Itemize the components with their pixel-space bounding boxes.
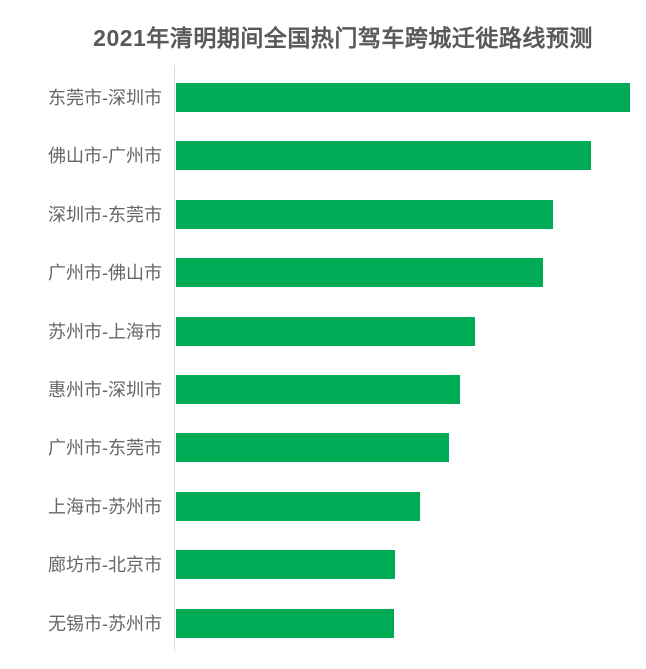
category-label: 广州市-东莞市 xyxy=(48,437,162,458)
bar xyxy=(176,83,630,112)
category-label: 苏州市-上海市 xyxy=(48,321,162,342)
bar xyxy=(176,200,553,229)
chart-row: 惠州市-深圳市 xyxy=(0,375,646,404)
category-label: 佛山市-广州市 xyxy=(48,145,162,166)
category-label: 惠州市-深圳市 xyxy=(48,379,162,400)
bar xyxy=(176,609,394,638)
bar xyxy=(176,375,460,404)
chart-row: 广州市-东莞市 xyxy=(0,433,646,462)
y-axis-line xyxy=(174,65,175,651)
category-label: 廊坊市-北京市 xyxy=(48,554,162,575)
chart-title: 2021年清明期间全国热门驾车跨城迁徙路线预测 xyxy=(93,25,593,51)
bar xyxy=(176,258,543,287)
chart-row: 广州市-佛山市 xyxy=(0,258,646,287)
chart-row: 无锡市-苏州市 xyxy=(0,609,646,638)
chart-row: 深圳市-东莞市 xyxy=(0,200,646,229)
category-label: 东莞市-深圳市 xyxy=(48,87,162,108)
bar xyxy=(176,141,591,170)
chart-row: 东莞市-深圳市 xyxy=(0,83,646,112)
category-label: 广州市-佛山市 xyxy=(48,262,162,283)
bar xyxy=(176,433,449,462)
chart-row: 佛山市-广州市 xyxy=(0,141,646,170)
category-label: 上海市-苏州市 xyxy=(48,496,162,517)
chart-row: 廊坊市-北京市 xyxy=(0,550,646,579)
bar xyxy=(176,550,395,579)
bar xyxy=(176,317,475,346)
chart-row: 苏州市-上海市 xyxy=(0,317,646,346)
chart-row: 上海市-苏州市 xyxy=(0,492,646,521)
category-label: 无锡市-苏州市 xyxy=(48,613,162,634)
category-label: 深圳市-东莞市 xyxy=(48,204,162,225)
bar xyxy=(176,492,420,521)
